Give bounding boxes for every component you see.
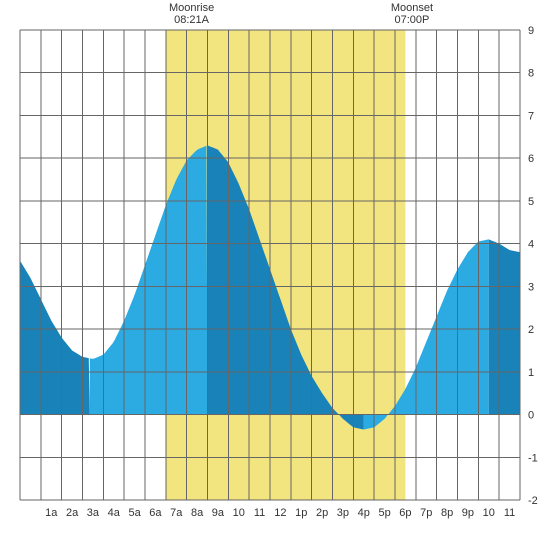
x-tick-label: 7a [170, 507, 183, 519]
x-tick-label: 9a [212, 507, 225, 519]
y-tick-label: -2 [528, 495, 538, 507]
x-tick-label: 3p [337, 507, 349, 519]
x-tick-label: 6p [399, 507, 411, 519]
y-tick-label: 2 [528, 324, 534, 336]
y-tick-label: 6 [528, 153, 534, 165]
moonset-label: Moonset 07:00P [391, 2, 433, 26]
y-tick-label: 5 [528, 196, 534, 208]
x-tick-label: 2a [66, 507, 79, 519]
x-tick-label: 11 [254, 507, 265, 519]
moonrise-label: Moonrise 08:21A [169, 2, 214, 26]
x-tick-label: 6a [149, 507, 162, 519]
x-tick-label: 12 [274, 507, 286, 519]
x-tick-label: 8p [441, 507, 453, 519]
x-tick-label: 2p [316, 507, 328, 519]
moonset-title: Moonset [391, 2, 433, 14]
y-tick-label: 1 [528, 367, 534, 379]
x-tick-label: 8a [191, 507, 204, 519]
x-tick-label: 7p [420, 507, 432, 519]
y-tick-label: 0 [528, 410, 534, 422]
x-tick-label: 5a [128, 507, 141, 519]
y-tick-label: -1 [528, 452, 538, 464]
moonset-time: 07:00P [394, 14, 429, 26]
chart-svg: -2-101234567891a2a3a4a5a6a7a8a9a1011121p… [0, 0, 550, 550]
x-tick-label: 3a [87, 507, 100, 519]
x-tick-label: 1p [295, 507, 307, 519]
y-tick-label: 7 [528, 110, 534, 122]
tide-chart: -2-101234567891a2a3a4a5a6a7a8a9a1011121p… [0, 0, 550, 550]
x-tick-label: 4p [358, 507, 370, 519]
y-tick-label: 9 [528, 25, 534, 37]
moonrise-title: Moonrise [169, 2, 214, 14]
y-tick-label: 3 [528, 281, 534, 293]
y-tick-label: 4 [528, 239, 534, 251]
moonrise-time: 08:21A [174, 14, 209, 26]
x-tick-label: 10 [483, 507, 495, 519]
x-tick-label: 4a [108, 507, 121, 519]
x-tick-label: 5p [378, 507, 390, 519]
x-tick-label: 9p [462, 507, 474, 519]
y-tick-label: 8 [528, 68, 534, 80]
x-tick-label: 11 [504, 507, 515, 519]
x-tick-label: 1a [45, 507, 58, 519]
x-tick-label: 10 [233, 507, 245, 519]
